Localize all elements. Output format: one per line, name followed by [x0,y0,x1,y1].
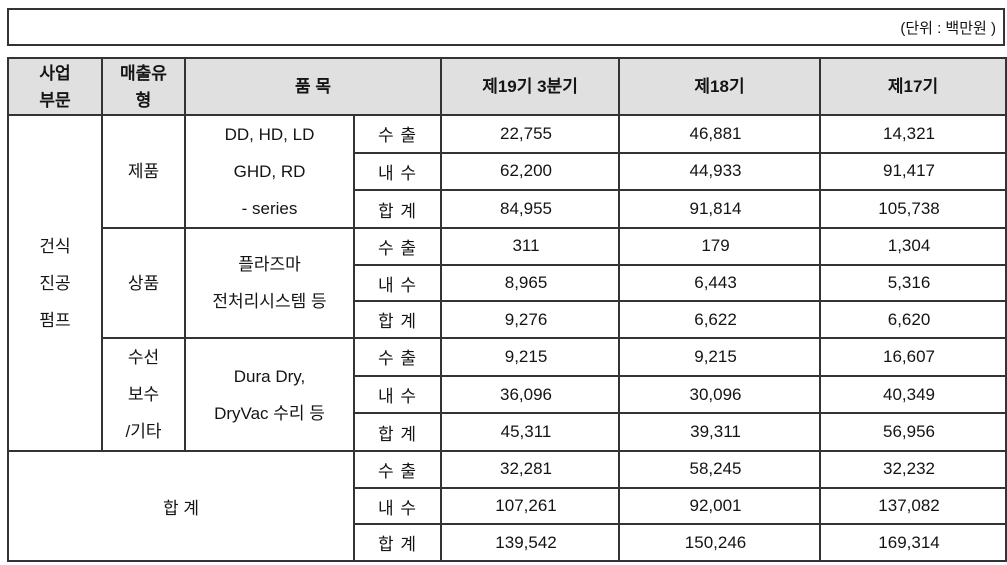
channel-label: 내 수 [352,374,443,415]
value-cell: 9,276 [440,300,621,340]
value-cell: 16,607 [819,337,1007,377]
table-row: 내 수 36,096 30,096 40,349 [8,374,1007,415]
value-cell: 9,215 [440,337,621,377]
value-cell: 32,232 [819,450,1007,489]
value-cell: 169,314 [819,523,1007,563]
sales-type-cell-goods: 상품 [101,226,186,340]
table-row: 합 계 45,311 39,311 56,956 [8,412,1007,453]
item-cell-goods: 플라즈마 전처리시스템 등 [184,226,355,340]
value-cell: 46,881 [618,114,822,154]
table-row: 합 계 84,955 91,814 105,738 [8,189,1007,229]
header-period-17: 제17기 [819,57,1007,116]
value-cell: 8,965 [440,263,621,303]
channel-label: 합 계 [352,523,443,563]
channel-label: 합 계 [352,189,443,229]
value-cell: 32,281 [440,450,621,489]
segment-cell: 건식 진공 펌프 [7,113,103,453]
value-cell: 39,311 [618,412,822,453]
value-cell: 36,096 [440,374,621,415]
item-cell-repair: Dura Dry, DryVac 수리 등 [184,337,355,453]
value-cell: 58,245 [618,450,822,489]
table-row: 합 계 139,542 150,246 169,314 [8,523,1007,563]
table-row: 수선 보수 /기타 Dura Dry, DryVac 수리 등 수 출 9,21… [8,337,1007,453]
value-cell: 92,001 [618,486,822,526]
value-cell: 30,096 [618,374,822,415]
value-cell: 179 [618,227,822,266]
unit-note: (단위 : 백만원 ) [900,19,996,37]
channel-label: 내 수 [352,486,443,526]
value-cell: 40,349 [819,374,1007,415]
value-cell: 139,542 [440,523,621,563]
header-sales-type: 매출유 형 [101,57,186,116]
header-segment: 사업 부문 [7,57,103,116]
value-cell: 56,956 [819,412,1007,453]
table-row: 합 계 9,276 6,622 6,620 [8,300,1007,340]
channel-label: 수 출 [352,450,443,489]
table-row: 내 수 107,261 92,001 137,082 [8,486,1007,526]
value-cell: 14,321 [819,114,1007,154]
channel-label: 수 출 [352,114,443,154]
value-cell: 6,620 [819,300,1007,340]
value-cell: 5,316 [819,263,1007,303]
grand-total-label-cell: 합 계 [7,450,355,563]
table-row: 내 수 8,965 6,443 5,316 [8,263,1007,303]
channel-label: 내 수 [352,151,443,192]
value-cell: 150,246 [618,523,822,563]
value-cell: 137,082 [819,486,1007,526]
channel-label: 내 수 [352,263,443,303]
table-row: 합 계 수 출 32,281 58,245 32,232 [7,450,1007,563]
value-cell: 6,622 [618,300,822,340]
item-cell-product: DD, HD, LD GHD, RD - series [184,114,355,229]
sales-type-cell-repair: 수선 보수 /기타 [101,337,186,453]
channel-label: 수 출 [352,337,443,377]
header-period-19q3: 제19기 3분기 [440,57,621,116]
value-cell: 22,755 [440,114,621,154]
value-cell: 1,304 [819,227,1007,266]
header-item: 품 목 [183,57,443,116]
sales-type-cell-product: 제품 [101,114,186,229]
table-row: 건식 진공 펌프 제품 DD, HD, LD GHD, RD - series … [7,113,1007,453]
channel-label: 합 계 [352,300,443,340]
value-cell: 6,443 [618,263,822,303]
value-cell: 62,200 [440,151,621,192]
value-cell: 84,955 [440,189,621,229]
table-row: 상품 플라즈마 전처리시스템 등 수 출 311 179 1,304 [8,226,1007,340]
value-cell: 107,261 [440,486,621,526]
channel-label: 합 계 [352,412,443,453]
unit-note-box: (단위 : 백만원 ) [7,8,1005,46]
header-period-18: 제18기 [618,57,822,116]
sales-by-segment-table: 사업 부문 매출유 형 품 목 제19기 3분기 제18기 제17기 건식 진공… [7,57,1007,563]
value-cell: 91,814 [618,189,822,229]
channel-label: 수 출 [352,227,443,266]
header-row: 사업 부문 매출유 형 품 목 제19기 3분기 제18기 제17기 [7,57,1007,116]
value-cell: 105,738 [819,189,1007,229]
table-row: 내 수 62,200 44,933 91,417 [8,151,1007,192]
value-cell: 44,933 [618,151,822,192]
value-cell: 91,417 [819,151,1007,192]
value-cell: 9,215 [618,337,822,377]
value-cell: 311 [440,227,621,266]
value-cell: 45,311 [440,412,621,453]
